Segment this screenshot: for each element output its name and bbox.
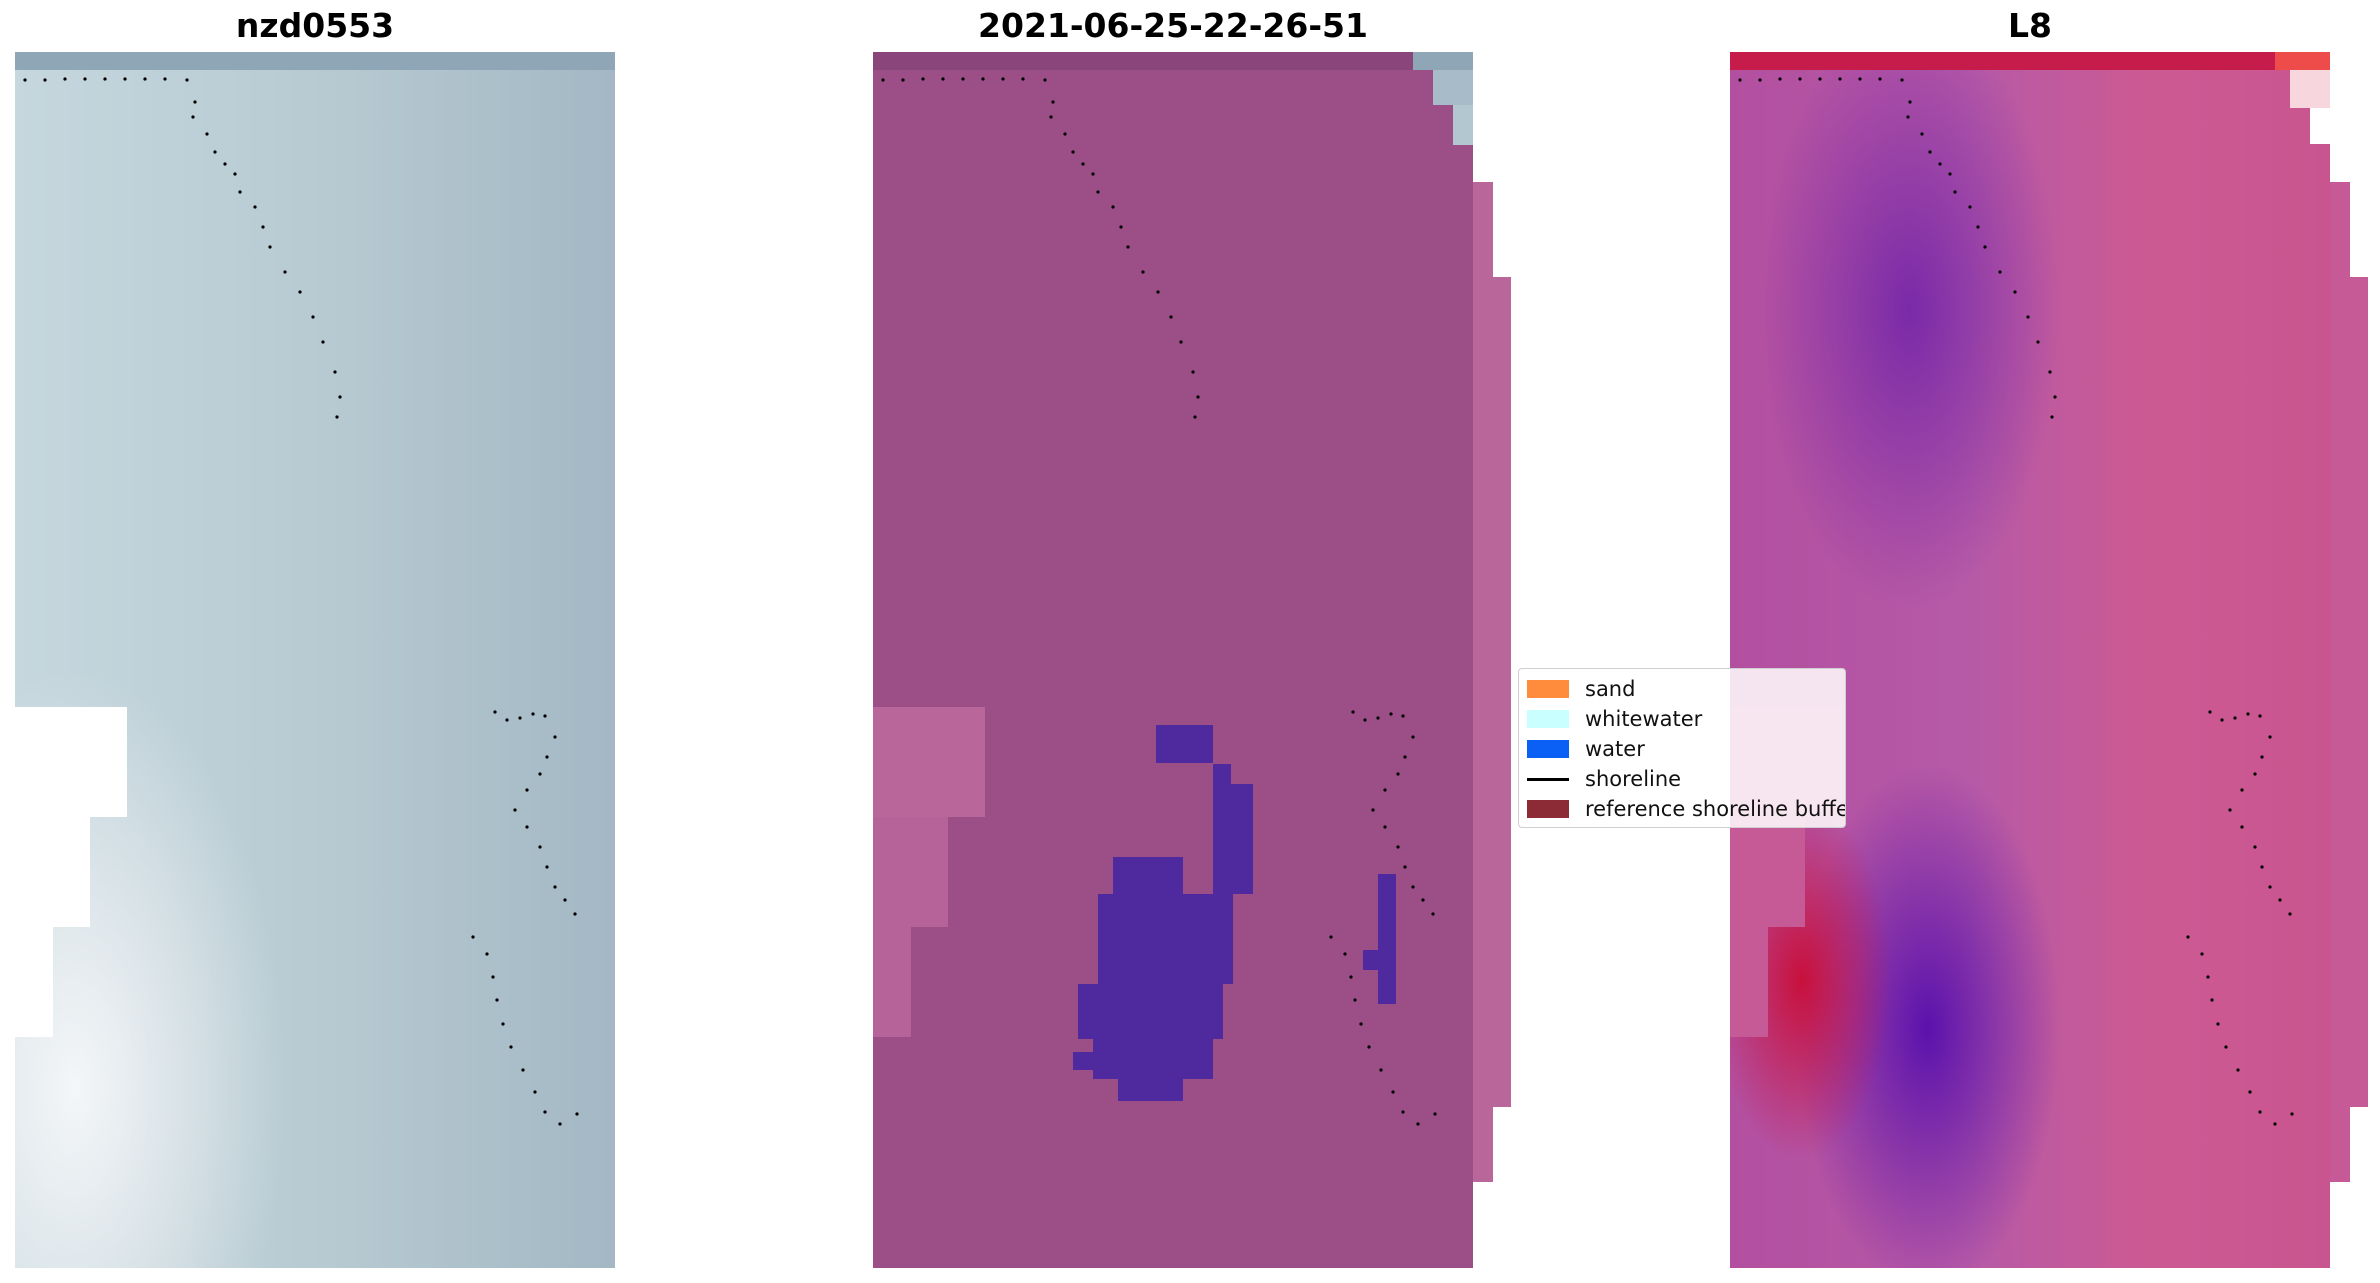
water-class-region [1073,725,1396,1101]
legend-label: sand [1585,677,1636,701]
legend-label: whitewater [1585,707,1703,731]
rgb-image [15,52,615,1268]
legend-item-reference-buffer: reference shoreline buffer [1527,797,1846,821]
rgb-image-panel [15,52,615,1268]
panel-title-classified: 2021-06-25-22-26-51 [978,6,1368,45]
whitewater-swatch [1527,710,1569,728]
index-image [1730,52,2368,1268]
shoreline-points [23,77,579,1126]
legend-item-whitewater: whitewater [1527,707,1702,731]
legend-label: shoreline [1585,767,1682,791]
shoreline-points [1738,77,2294,1126]
legend-item-water: water [1527,737,1645,761]
legend-item-sand: sand [1527,677,1635,701]
index-image-panel [1730,52,2370,1268]
legend: sand whitewater water shoreline referenc… [1518,668,1846,828]
panel-title-index: L8 [2008,6,2052,45]
shoreline-points [881,77,1437,1126]
water-swatch [1527,740,1569,758]
classified-image [873,52,1511,1268]
sand-swatch [1527,680,1569,698]
legend-label: water [1585,737,1645,761]
legend-label: reference shoreline buffer [1585,797,1846,821]
legend-item-shoreline: shoreline [1527,767,1681,791]
reference-buffer-swatch [1527,800,1569,818]
panel-title-rgb: nzd0553 [235,6,395,45]
classified-image-panel [873,52,1513,1268]
shoreline-line-swatch [1527,777,1569,781]
